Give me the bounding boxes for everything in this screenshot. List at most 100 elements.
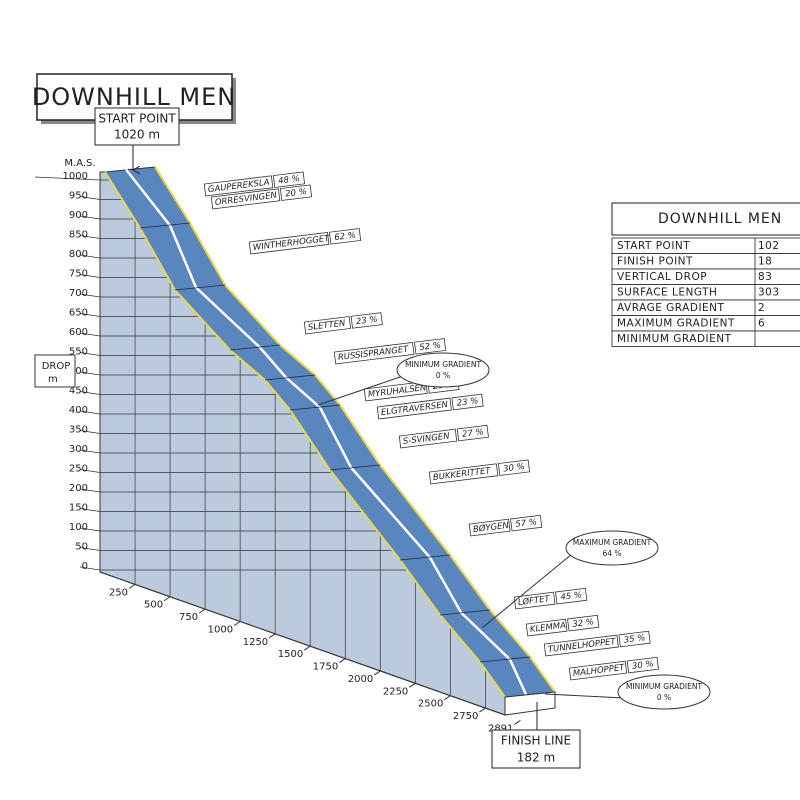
tick — [444, 695, 451, 701]
tick — [268, 633, 276, 639]
y-tick-label: 50 — [75, 542, 88, 553]
section-gradient: 20 % — [285, 187, 308, 200]
summary-table: DOWNHILL MEN START POINT 102 FINISH POINT 18… — [611, 202, 800, 347]
tick — [79, 254, 101, 259]
table-value: 83 — [758, 271, 772, 283]
tick — [479, 707, 486, 713]
section-box — [363, 381, 428, 402]
gradient-box — [279, 184, 313, 201]
tick — [79, 566, 101, 571]
y-tick-label: 900 — [69, 210, 88, 221]
table-value: 2 — [758, 302, 765, 314]
y-tick-label: 600 — [69, 327, 88, 338]
start-value: 1020 m — [114, 128, 160, 142]
tick — [79, 352, 101, 356]
section-box — [525, 618, 568, 637]
tick — [409, 682, 416, 688]
y-tick-label: 1000 — [63, 171, 88, 182]
drop-unit: m — [48, 374, 58, 385]
drop-label: DROP — [42, 361, 71, 372]
x-tick-label: 250 — [109, 587, 128, 598]
section-box — [210, 188, 281, 210]
section-box — [333, 341, 415, 365]
tick — [79, 391, 101, 395]
tick — [338, 658, 346, 664]
section-box — [568, 660, 628, 681]
tick — [79, 508, 101, 512]
piste-line — [139, 222, 191, 229]
tick — [79, 410, 101, 415]
tick — [163, 596, 171, 602]
section-label: TUNNELHOPPET 35 % — [543, 630, 651, 657]
x-tick-label: 2500 — [418, 699, 443, 710]
race-line — [125, 168, 528, 696]
note-ellipse — [617, 674, 711, 710]
tick — [79, 371, 101, 376]
table-row — [611, 330, 800, 347]
finish-value: 182 m — [517, 751, 555, 765]
tick — [79, 430, 101, 434]
section-box — [398, 428, 458, 449]
section-gradient: 48 % — [278, 174, 301, 187]
note-value: 64 % — [602, 549, 621, 558]
section-label: ELGTRAVERSEN 23 % — [376, 393, 484, 420]
note-value: 0 % — [657, 693, 671, 702]
piste-line — [289, 404, 341, 411]
section-gradient: 62 % — [334, 231, 357, 244]
y-tick-label: 350 — [69, 425, 88, 436]
leader — [481, 553, 573, 629]
x-axis — [99, 571, 506, 716]
gradient-box — [510, 514, 543, 532]
tick — [79, 274, 101, 278]
section-box — [248, 231, 330, 255]
note-title: MINIMUM GRADIENT — [626, 682, 703, 691]
drop-box — [34, 354, 76, 388]
section-gradient: 52 % — [419, 341, 442, 354]
y-tick-label: 250 — [69, 464, 88, 475]
piste-line — [174, 284, 226, 291]
x-tick-label: 1750 — [313, 662, 338, 673]
tick — [79, 293, 101, 298]
table-label: MAXIMUM GRADIENT — [617, 318, 735, 330]
start-label: START POINT — [98, 112, 176, 126]
table-label: FINISH POINT — [617, 256, 693, 268]
x-tick-label: 1500 — [278, 649, 303, 660]
tick — [79, 469, 101, 473]
x-tick-label: 1250 — [243, 637, 268, 648]
gradient-box — [350, 312, 383, 329]
tick — [79, 196, 101, 200]
table-label: SURFACE LENGTH — [617, 287, 717, 299]
section-gradient: 27 % — [462, 427, 485, 440]
gradient-box — [626, 656, 659, 674]
section-gradient: 23 % — [456, 396, 479, 409]
section-label: LØFTET 45 % — [513, 587, 588, 610]
tick — [373, 670, 381, 676]
section-box — [428, 463, 499, 485]
gradient-box — [329, 228, 362, 245]
table-label: AVRAGE GRADIENT — [617, 302, 725, 314]
gradient-box — [567, 614, 600, 632]
title: DOWNHILL MEN — [32, 83, 236, 111]
table-label: VERTICAL DROP — [617, 271, 707, 283]
section-name: KLEMMA — [529, 621, 566, 635]
y-tick-label: 550 — [69, 347, 88, 358]
section-gradient: 23 % — [355, 315, 378, 328]
section-gradient: 57 % — [515, 517, 538, 530]
section-name: LØFTET — [517, 593, 551, 608]
y-tick-label: 650 — [69, 308, 88, 319]
y-tick-label: 450 — [69, 386, 88, 397]
section-label: WINTHERHOGGET 62 % — [248, 228, 362, 255]
section-label: BUKKERITTET 30 % — [428, 459, 531, 485]
note-ellipse — [565, 530, 659, 566]
section-gradient: 30 % — [503, 462, 526, 475]
gradient-box — [456, 424, 489, 442]
y-tick-label: 200 — [69, 483, 88, 494]
y-tick-label: 0 — [82, 561, 88, 572]
chart-area: 1000950900850800750700650600550500450400… — [34, 107, 800, 769]
section-box — [468, 518, 511, 537]
y-tick-label: 700 — [69, 288, 88, 299]
x-tick-label: 1000 — [208, 624, 233, 635]
table-label: START POINT — [617, 240, 690, 252]
y-tick-label: 800 — [69, 249, 88, 260]
piste-line — [439, 609, 491, 616]
